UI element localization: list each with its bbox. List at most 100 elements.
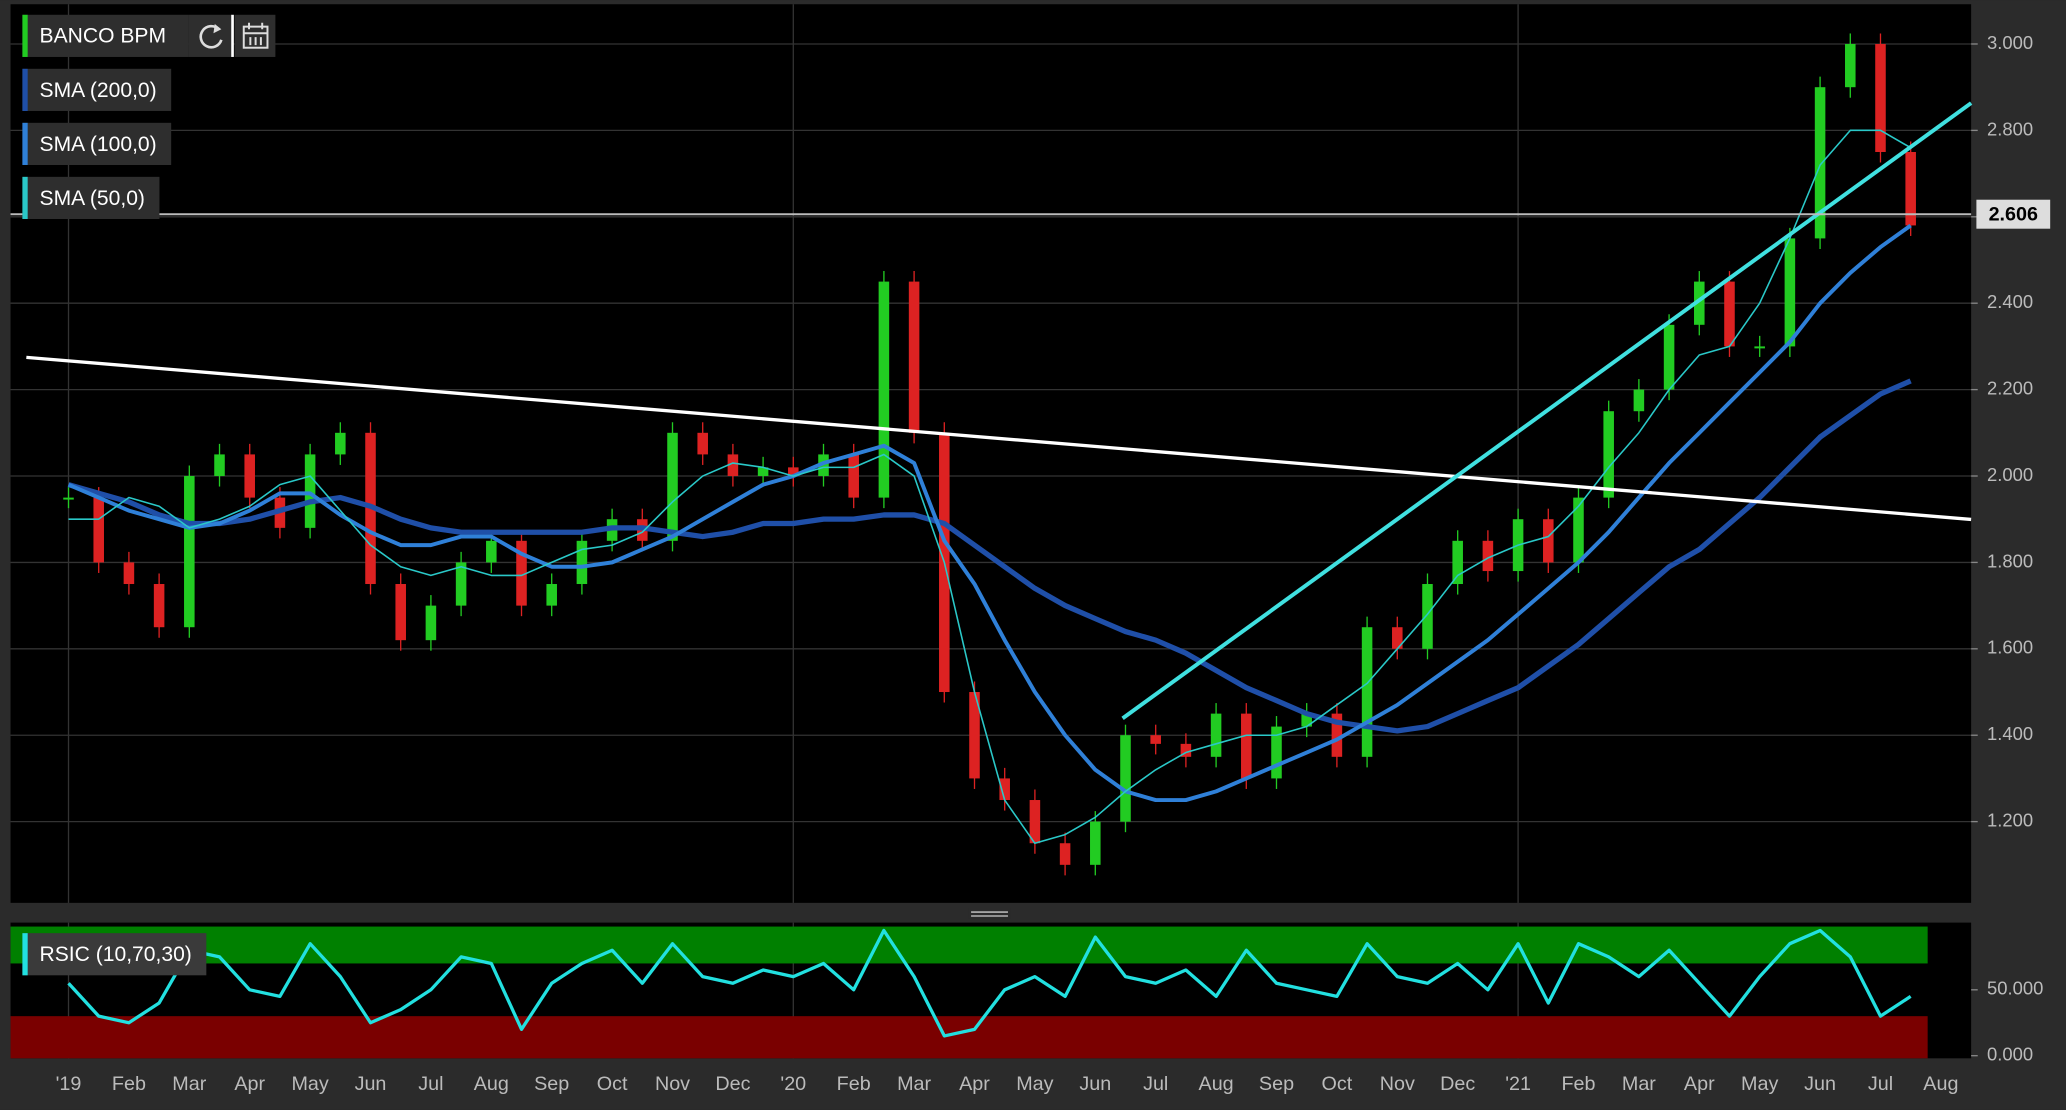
candle	[1482, 540, 1494, 572]
x-tick-label: Sep	[534, 1073, 569, 1095]
candle	[1814, 87, 1826, 239]
candle	[244, 454, 255, 498]
x-tick-label: Mar	[1622, 1073, 1656, 1095]
y-tick-label: 2.200	[1987, 377, 2033, 398]
candle	[818, 454, 829, 477]
candle	[908, 281, 920, 433]
x-tick-label: Feb	[1561, 1073, 1595, 1095]
legend-label: RSIC (10,70,30)	[40, 943, 192, 966]
candle	[1603, 411, 1614, 498]
legend-label: SMA (50,0)	[40, 187, 145, 210]
candle	[576, 540, 588, 585]
toolbar	[188, 14, 276, 57]
candle	[63, 497, 74, 500]
x-tick-label: Nov	[655, 1073, 690, 1095]
refresh-icon	[199, 24, 223, 49]
candle	[93, 497, 104, 563]
legend-label-box	[22, 122, 172, 165]
x-tick-label: Mar	[897, 1073, 931, 1095]
trend-line	[26, 355, 1972, 522]
candle	[878, 281, 890, 498]
candle	[1875, 43, 1886, 152]
candle	[335, 432, 346, 455]
y-tick-label: 2.400	[1987, 291, 2033, 312]
calendar-icon	[242, 25, 269, 49]
candle	[1180, 743, 1192, 757]
calendar-icon	[243, 22, 268, 46]
candle	[788, 467, 799, 477]
x-tick-label: Feb	[112, 1073, 146, 1095]
y-tick-label: 1.400	[1987, 723, 2033, 744]
candle	[697, 432, 708, 455]
y-tick-label: 50.000	[1987, 978, 2043, 999]
x-tick-label: '19	[56, 1073, 82, 1095]
candle	[1301, 713, 1312, 727]
candle	[1905, 151, 1916, 226]
candle	[1210, 713, 1222, 757]
candle	[1331, 713, 1343, 757]
y-tick-label: 1.800	[1987, 550, 2033, 571]
candle	[123, 562, 135, 585]
candle	[455, 562, 467, 606]
x-tick-label: Oct	[1322, 1073, 1353, 1095]
candle	[1694, 281, 1705, 325]
x-tick-label: Mar	[172, 1073, 206, 1095]
candle	[727, 454, 739, 477]
last-price-box	[1976, 199, 2051, 229]
candle	[1543, 519, 1554, 563]
legend-label: BANCO BPM	[40, 25, 167, 48]
candle	[969, 692, 980, 779]
candle	[848, 454, 859, 498]
refresh-button[interactable]	[188, 14, 232, 57]
legend-label-swatch	[22, 122, 28, 165]
x-tick-label: '20	[780, 1073, 806, 1095]
x-tick-label: May	[1016, 1073, 1053, 1095]
candle	[1633, 389, 1645, 412]
candle	[1392, 627, 1403, 649]
candle	[999, 778, 1010, 801]
candle	[1724, 281, 1735, 347]
series-line	[68, 129, 1912, 845]
legend-label-swatch	[22, 68, 28, 111]
y-tick-label: 3.000	[1987, 32, 2033, 53]
candle	[1845, 43, 1856, 88]
y-tick-label: 1.600	[1987, 637, 2033, 658]
candle	[1090, 821, 1101, 865]
legend-label-swatch	[22, 14, 28, 57]
candle	[1422, 584, 1433, 649]
legend-label: SMA (100,0)	[40, 133, 157, 156]
x-tick-label: Sep	[1259, 1073, 1294, 1095]
x-tick-label: Jul	[1143, 1073, 1168, 1095]
candle	[184, 476, 195, 628]
x-tick-label: Apr	[234, 1073, 265, 1095]
legend-label-box	[22, 14, 189, 57]
candle	[1663, 324, 1675, 390]
calendar-button[interactable]	[234, 14, 276, 57]
x-tick-label: Aug	[474, 1073, 509, 1095]
candle	[1029, 800, 1041, 844]
candle	[1784, 238, 1796, 347]
legend-label-swatch	[22, 176, 28, 220]
series-line	[67, 378, 1912, 734]
x-tick-label: Feb	[837, 1073, 871, 1095]
candle	[1120, 735, 1131, 822]
legend-label-box	[22, 176, 160, 220]
candle	[1241, 713, 1252, 779]
y-tick-label: 1.200	[1987, 810, 2033, 831]
legend-label-box	[22, 933, 207, 976]
candle	[304, 454, 316, 528]
candle	[1150, 735, 1161, 744]
candle	[757, 467, 769, 477]
x-tick-label: Jul	[1868, 1073, 1893, 1095]
series-line	[67, 928, 1912, 1038]
x-tick-label: Dec	[1440, 1073, 1475, 1095]
legend-label-box	[22, 68, 172, 111]
series-line	[67, 223, 1912, 803]
candle	[395, 584, 406, 641]
candle	[1573, 497, 1584, 563]
candle	[425, 605, 437, 641]
splitter[interactable]	[968, 908, 1011, 919]
candle	[1452, 540, 1463, 585]
